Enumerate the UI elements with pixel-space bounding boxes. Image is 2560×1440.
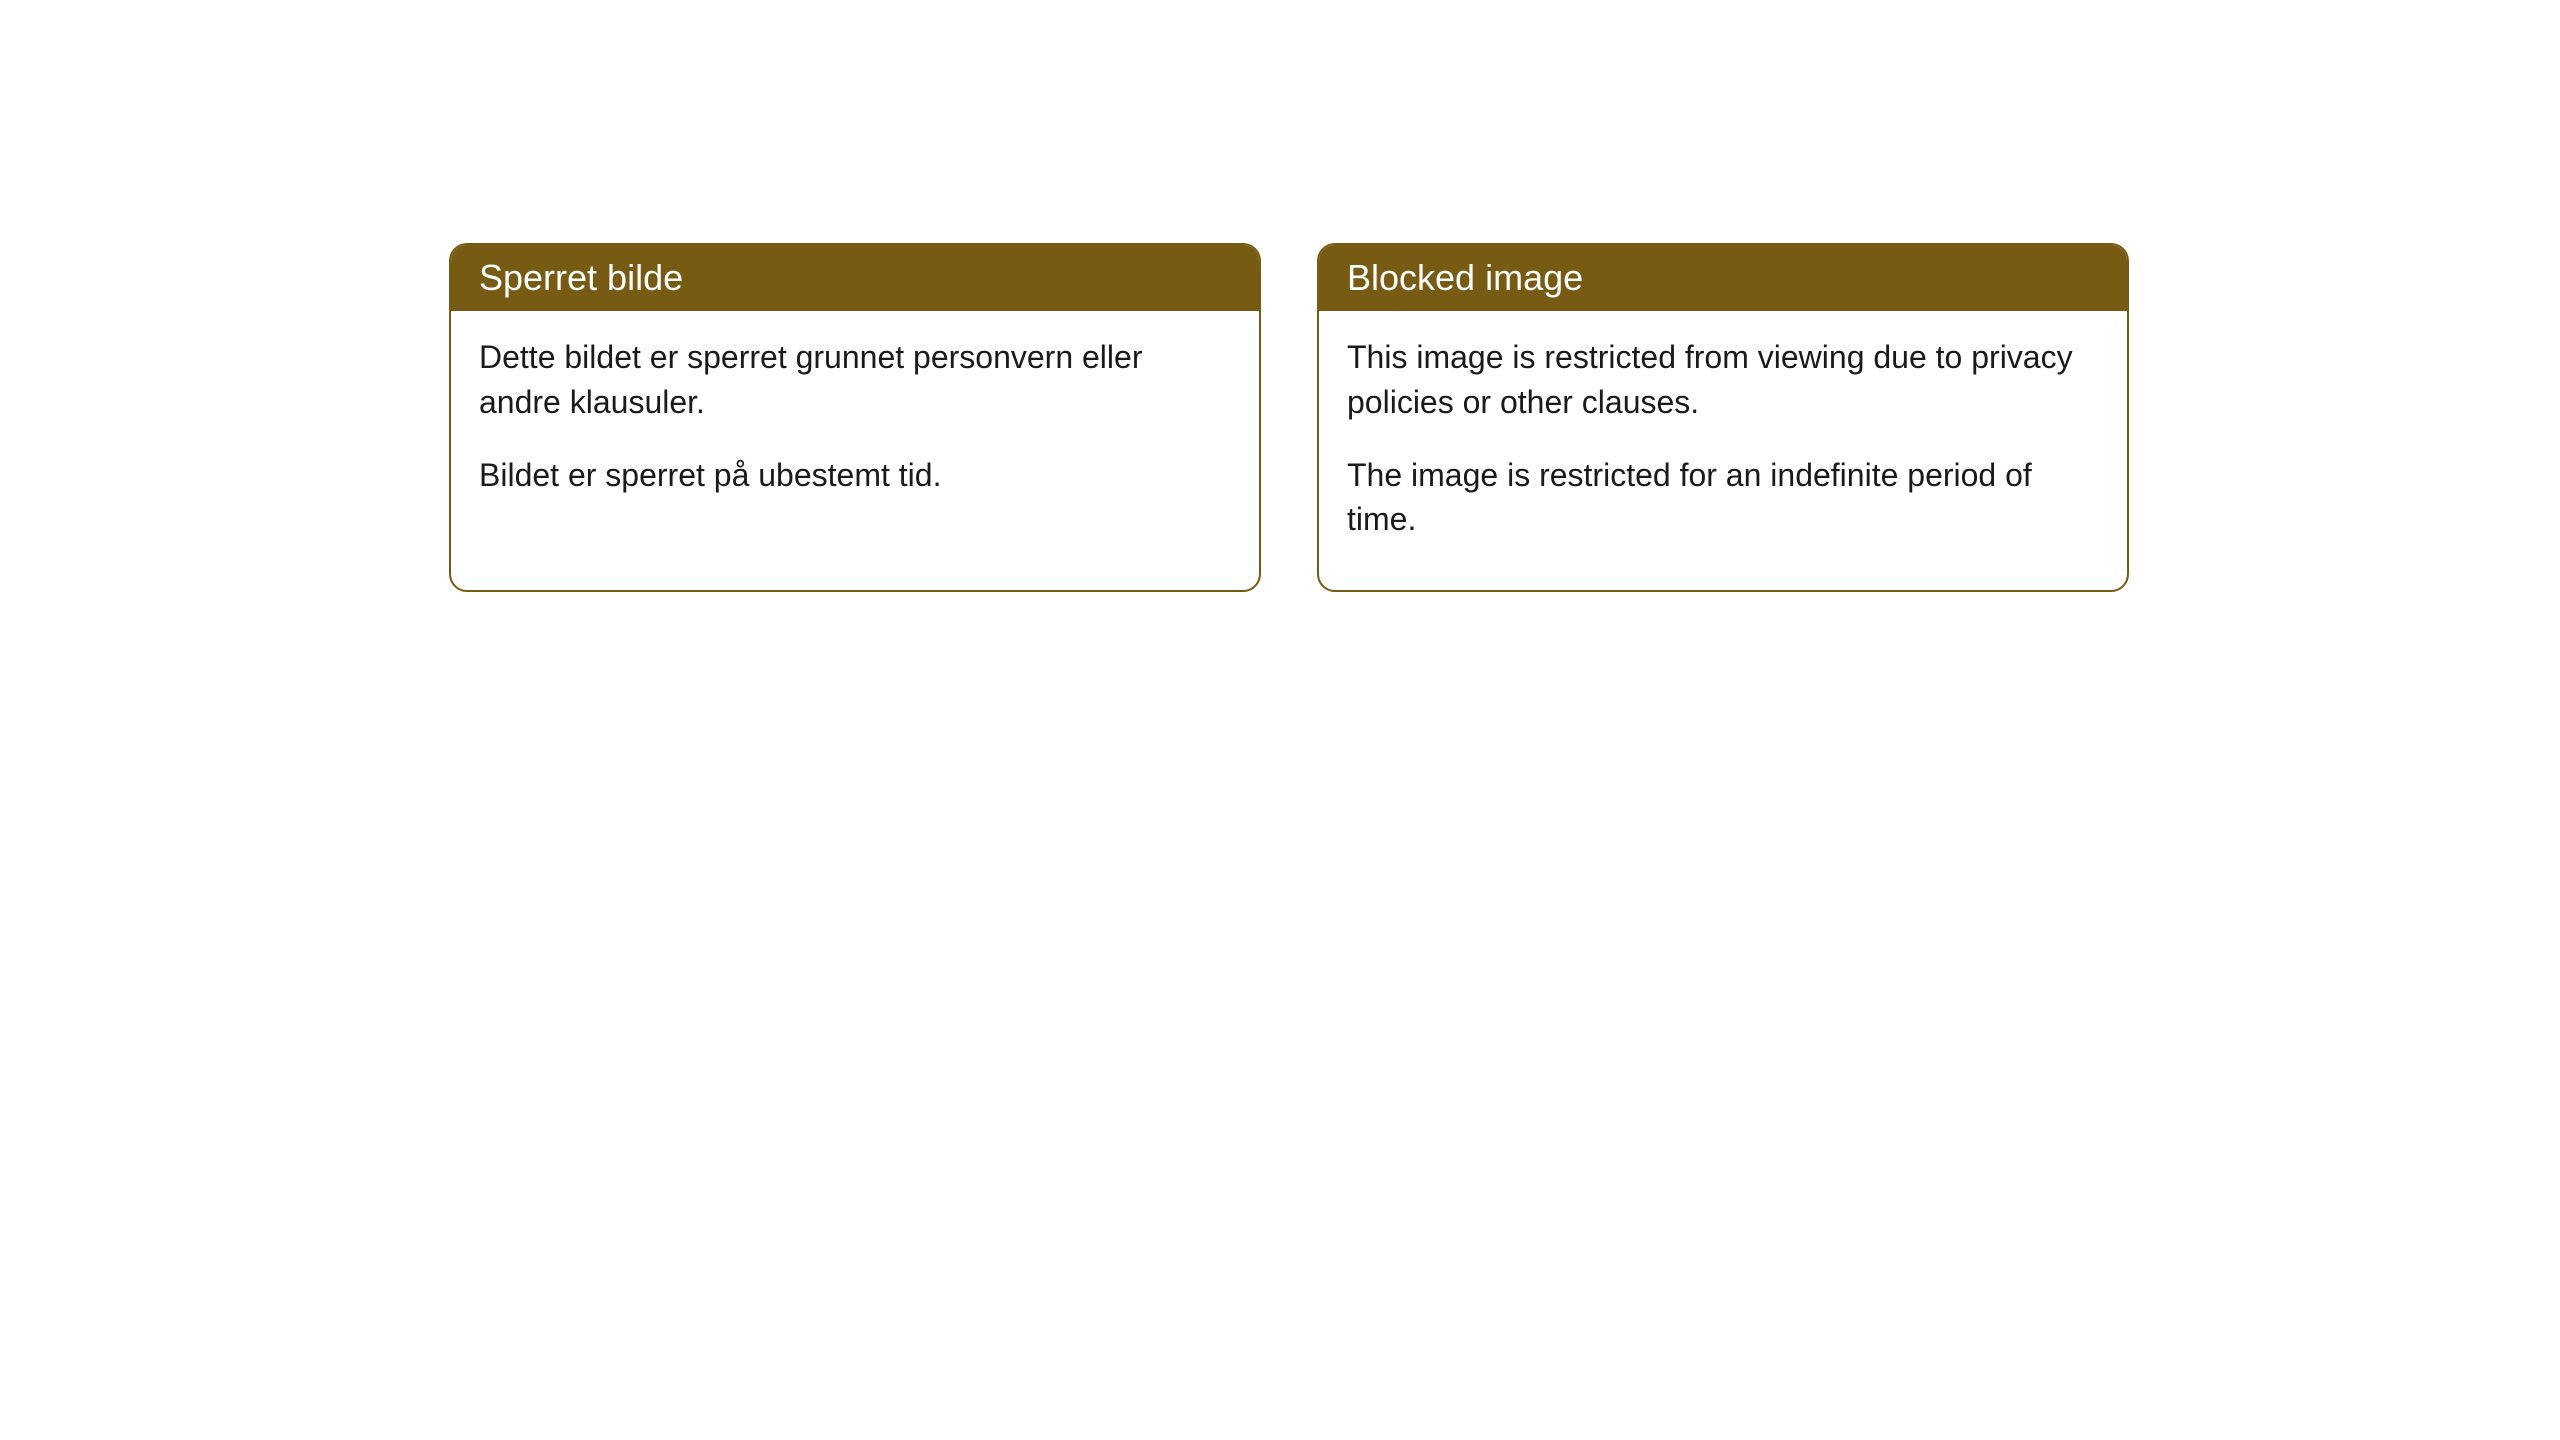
card-header: Blocked image: [1319, 245, 2127, 311]
card-title: Blocked image: [1347, 257, 1583, 298]
blocked-image-card-english: Blocked image This image is restricted f…: [1317, 243, 2129, 592]
card-body: This image is restricted from viewing du…: [1319, 311, 2127, 590]
card-paragraph: Bildet er sperret på ubestemt tid.: [479, 453, 1231, 498]
card-paragraph: This image is restricted from viewing du…: [1347, 335, 2099, 425]
card-title: Sperret bilde: [479, 257, 683, 298]
blocked-image-card-norwegian: Sperret bilde Dette bildet er sperret gr…: [449, 243, 1261, 592]
card-body: Dette bildet er sperret grunnet personve…: [451, 311, 1259, 545]
card-paragraph: The image is restricted for an indefinit…: [1347, 453, 2099, 543]
card-container: Sperret bilde Dette bildet er sperret gr…: [449, 243, 2129, 592]
card-paragraph: Dette bildet er sperret grunnet personve…: [479, 335, 1231, 425]
card-header: Sperret bilde: [451, 245, 1259, 311]
